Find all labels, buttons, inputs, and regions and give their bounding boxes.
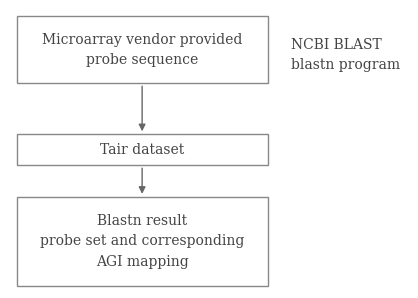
Text: NCBI BLAST
blastn program: NCBI BLAST blastn program [291, 38, 400, 72]
Bar [17, 197, 268, 286]
Bar [17, 134, 268, 165]
Text: Blastn result
probe set and corresponding
AGI mapping: Blastn result probe set and correspondin… [40, 214, 244, 269]
Bar [17, 16, 268, 83]
Text: Microarray vendor provided
probe sequence: Microarray vendor provided probe sequenc… [42, 33, 242, 67]
Text: Tair dataset: Tair dataset [100, 143, 184, 157]
